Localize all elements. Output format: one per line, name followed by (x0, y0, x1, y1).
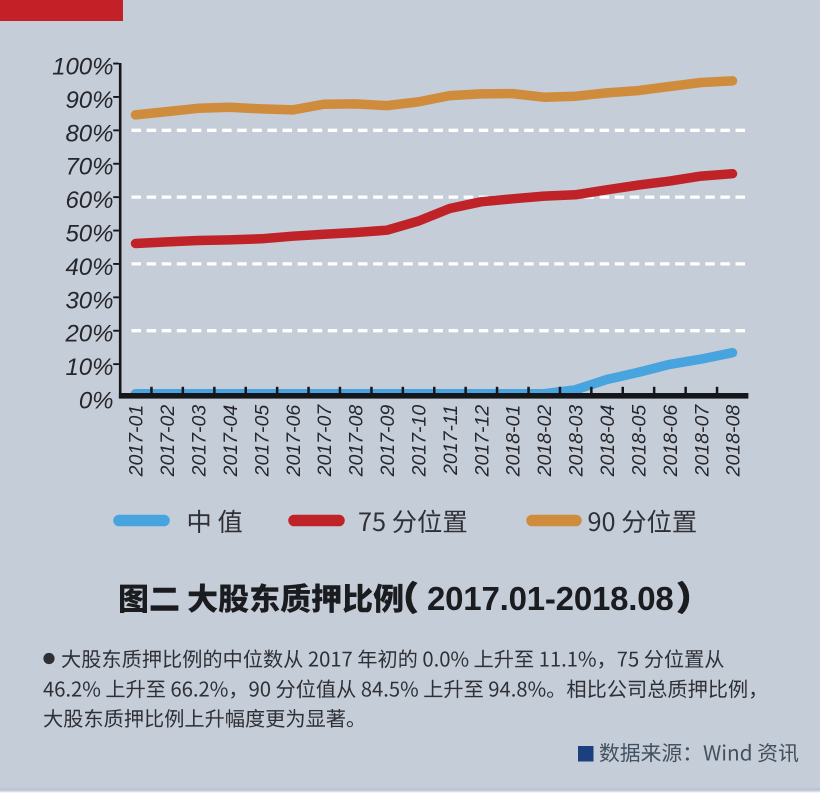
svg-text:2017-03: 2017-03 (189, 405, 211, 478)
svg-text:2018-03: 2018-03 (566, 405, 588, 478)
svg-text:70%: 70% (65, 154, 113, 181)
svg-text:2017-09: 2017-09 (377, 405, 399, 478)
svg-text:80%: 80% (65, 120, 113, 147)
svg-text:40%: 40% (65, 254, 113, 281)
svg-text:100%: 100% (52, 54, 113, 81)
svg-text:0%: 0% (79, 388, 114, 415)
svg-text:60%: 60% (65, 187, 113, 214)
svg-text:20%: 20% (64, 321, 113, 348)
svg-text:2017-04: 2017-04 (220, 405, 242, 478)
svg-text:2017-11: 2017-11 (440, 405, 462, 476)
svg-text:2017-12: 2017-12 (471, 405, 493, 478)
svg-text:2018-04: 2018-04 (597, 405, 619, 478)
svg-text:2017-06: 2017-06 (283, 405, 305, 478)
svg-text:2018-05: 2018-05 (628, 405, 650, 478)
svg-text:2018-07: 2018-07 (691, 404, 713, 478)
svg-text:2017-01: 2017-01 (126, 405, 148, 478)
svg-text:2018-06: 2018-06 (660, 405, 682, 478)
svg-text:2017-08: 2017-08 (346, 405, 368, 478)
svg-text:2017.01-2018.08: 2017.01-2018.08 (427, 580, 674, 617)
svg-text:2018-08: 2018-08 (723, 405, 745, 478)
svg-text:2017-05: 2017-05 (251, 405, 273, 478)
svg-text:10%: 10% (65, 354, 113, 381)
svg-text:2017-10: 2017-10 (409, 405, 431, 478)
svg-text:2017-07: 2017-07 (314, 404, 336, 478)
svg-text:50%: 50% (65, 221, 113, 248)
svg-text:2018-02: 2018-02 (534, 405, 556, 478)
svg-text:90%: 90% (65, 87, 113, 114)
svg-text:30%: 30% (65, 287, 113, 314)
svg-text:2017-02: 2017-02 (157, 405, 179, 478)
svg-text:2018-01: 2018-01 (503, 405, 525, 478)
